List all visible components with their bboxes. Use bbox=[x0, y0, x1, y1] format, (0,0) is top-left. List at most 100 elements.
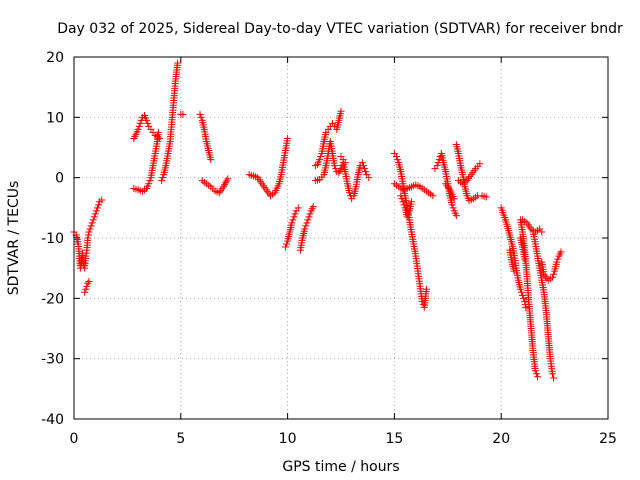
data-point bbox=[95, 201, 103, 209]
data-point bbox=[429, 192, 437, 200]
axis-ticks: 0 5 10 15 20 25 -40 -30 -20 -10 0 10 20 bbox=[41, 50, 617, 447]
data-point bbox=[433, 162, 441, 170]
data-point bbox=[482, 193, 490, 201]
data-point bbox=[548, 370, 556, 378]
data-point bbox=[550, 374, 558, 382]
data-point bbox=[510, 267, 518, 275]
data-point bbox=[557, 248, 565, 256]
data-point bbox=[532, 370, 540, 378]
data-point bbox=[305, 213, 313, 221]
x-tick-label: 15 bbox=[385, 431, 403, 447]
y-tick-label: -30 bbox=[41, 352, 64, 368]
data-point bbox=[294, 204, 302, 212]
data-point bbox=[207, 156, 215, 164]
data-point bbox=[84, 234, 92, 242]
data-point bbox=[548, 273, 556, 281]
x-tick-label: 0 bbox=[70, 431, 79, 447]
data-point bbox=[317, 153, 325, 161]
data-point bbox=[224, 175, 232, 183]
data-point bbox=[358, 159, 366, 167]
y-tick-label: 0 bbox=[55, 171, 64, 187]
data-point bbox=[435, 156, 443, 164]
y-axis-label: SDTVAR / TECUs bbox=[6, 181, 22, 296]
data-point bbox=[89, 216, 97, 224]
data-point bbox=[86, 225, 94, 233]
data-point bbox=[450, 195, 458, 203]
data-point bbox=[520, 294, 528, 302]
data-point bbox=[283, 240, 291, 248]
y-tick-label: -10 bbox=[41, 231, 64, 247]
data-point bbox=[394, 156, 402, 164]
data-point bbox=[85, 277, 93, 285]
data-point bbox=[82, 252, 90, 260]
data-point bbox=[136, 119, 144, 127]
data-point bbox=[550, 270, 558, 278]
x-tick-label: 25 bbox=[599, 431, 617, 447]
y-tick-label: 10 bbox=[46, 110, 64, 126]
data-point bbox=[403, 213, 411, 221]
data-point bbox=[522, 303, 530, 311]
data-point bbox=[87, 222, 95, 230]
x-tick-label: 10 bbox=[279, 431, 297, 447]
data-point bbox=[553, 258, 561, 266]
data-point bbox=[143, 116, 151, 124]
data-point bbox=[337, 165, 345, 173]
data-point bbox=[422, 285, 430, 293]
data-point bbox=[146, 177, 154, 185]
data-point bbox=[174, 59, 182, 67]
data-point bbox=[302, 222, 310, 230]
y-tick-label: 20 bbox=[46, 50, 64, 66]
x-axis-label: GPS time / hours bbox=[282, 459, 399, 475]
data-point bbox=[360, 165, 368, 173]
data-point bbox=[449, 204, 457, 212]
data-point bbox=[197, 113, 205, 121]
x-tick-label: 5 bbox=[176, 431, 185, 447]
data-point bbox=[534, 373, 542, 381]
data-point bbox=[82, 249, 90, 257]
data-point bbox=[365, 174, 373, 182]
data-point bbox=[281, 243, 289, 251]
data-point bbox=[407, 198, 415, 206]
data-point bbox=[303, 219, 311, 227]
data-point bbox=[554, 255, 562, 263]
data-point bbox=[155, 134, 163, 142]
data-point bbox=[359, 162, 367, 170]
data-point bbox=[288, 219, 296, 227]
data-point bbox=[284, 134, 292, 142]
data-points bbox=[70, 59, 565, 382]
y-tick-label: -40 bbox=[41, 412, 64, 428]
data-point bbox=[398, 195, 406, 203]
data-point bbox=[531, 367, 539, 375]
chart-title: Day 032 of 2025, Sidereal Day-to-day VTE… bbox=[57, 21, 623, 37]
data-point bbox=[448, 201, 456, 209]
data-point bbox=[196, 110, 204, 118]
data-point bbox=[85, 228, 93, 236]
data-point bbox=[476, 160, 484, 168]
x-tick-label: 20 bbox=[492, 431, 510, 447]
data-point bbox=[80, 261, 88, 269]
data-point bbox=[397, 192, 405, 200]
data-point bbox=[290, 213, 298, 221]
data-point bbox=[337, 107, 345, 115]
data-point bbox=[362, 168, 370, 176]
data-point bbox=[82, 285, 90, 293]
data-point bbox=[538, 228, 546, 236]
data-point bbox=[159, 174, 167, 182]
plot-frame bbox=[73, 56, 609, 420]
data-point bbox=[134, 125, 142, 133]
data-point bbox=[306, 210, 314, 218]
data-point bbox=[91, 210, 99, 218]
data-point bbox=[521, 255, 529, 263]
data-point bbox=[291, 210, 299, 218]
data-point bbox=[90, 213, 98, 221]
data-point bbox=[516, 285, 524, 293]
data-point bbox=[289, 216, 297, 224]
data-point bbox=[331, 162, 339, 170]
data-point bbox=[309, 203, 317, 211]
data-point bbox=[400, 201, 408, 209]
data-point bbox=[93, 204, 101, 212]
data-point bbox=[83, 282, 91, 290]
data-point bbox=[98, 196, 106, 204]
data-point bbox=[419, 300, 427, 308]
